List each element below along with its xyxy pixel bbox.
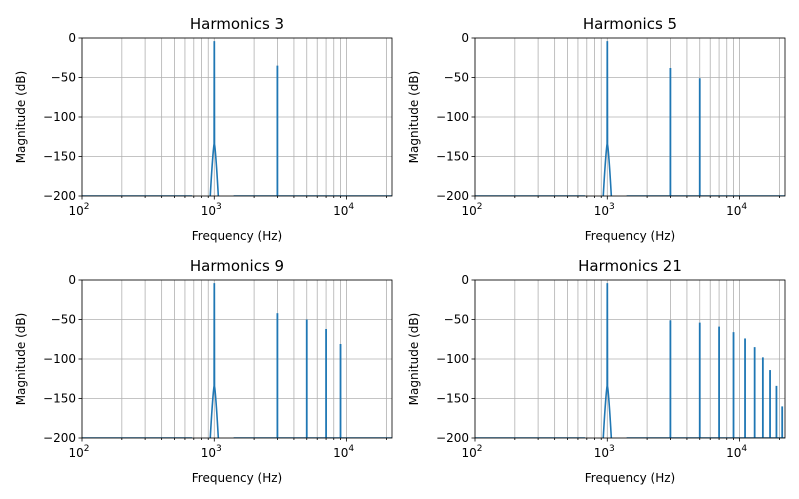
- y-tick-label: −200: [436, 431, 469, 445]
- y-tick-label: 0: [461, 273, 469, 287]
- y-tick-label: −200: [436, 189, 469, 203]
- x-tick-label: 104: [333, 202, 354, 218]
- series-line: [82, 283, 392, 438]
- x-tick-label: 104: [726, 444, 747, 460]
- fundamental-peak: [209, 283, 220, 438]
- chart-panel-1: 102 103 104 0 −50 −100 −150 −200 Harmonics 5 Freq…: [407, 15, 786, 243]
- chart-panel-2: 102 103 104 0 −50 −100 −150 −200 Harmonics 9 Freq…: [14, 257, 393, 485]
- fundamental-peak: [209, 41, 220, 196]
- x-tick-label: 102: [68, 202, 89, 218]
- x-axis-label: Frequency (Hz): [192, 471, 283, 485]
- series-line: [82, 41, 392, 196]
- y-tick-label: −150: [436, 150, 469, 164]
- x-axis-label: Frequency (Hz): [585, 471, 676, 485]
- y-tick-label: 0: [68, 273, 76, 287]
- chart-panel-3: 102 103 104 0 −50 −100 −150 −200 Harmonics 21 Fre…: [407, 257, 786, 485]
- y-tick-label: −100: [43, 352, 76, 366]
- series-line: [475, 41, 785, 196]
- x-axis-label: Frequency (Hz): [585, 229, 676, 243]
- x-tick-label: 103: [201, 444, 222, 460]
- y-tick-label: −150: [436, 392, 469, 406]
- y-tick-label: −150: [43, 392, 76, 406]
- fundamental-peak: [602, 283, 613, 438]
- y-tick-label: 0: [68, 31, 76, 45]
- x-tick-label: 104: [726, 202, 747, 218]
- x-axis-label: Frequency (Hz): [192, 229, 283, 243]
- y-tick-label: −50: [51, 71, 76, 85]
- chart-title: Harmonics 9: [190, 257, 284, 275]
- y-tick-label: −50: [444, 313, 469, 327]
- chart-panel-0: 102 103 104 0 −50 −100 −150 −200 Harmonics 3 Freq…: [14, 15, 393, 243]
- fundamental-peak: [602, 41, 613, 196]
- y-axis-label: Magnitude (dB): [407, 313, 421, 406]
- x-tick-label: 102: [461, 444, 482, 460]
- chart-title: Harmonics 3: [190, 15, 284, 33]
- y-axis-label: Magnitude (dB): [407, 71, 421, 164]
- y-tick-label: −200: [43, 431, 76, 445]
- y-tick-label: −50: [51, 313, 76, 327]
- grid: [81, 279, 392, 439]
- y-tick-label: −50: [444, 71, 469, 85]
- x-tick-label: 104: [333, 444, 354, 460]
- x-tick-label: 103: [594, 444, 615, 460]
- x-tick-label: 103: [201, 202, 222, 218]
- chart-title: Harmonics 21: [578, 257, 682, 275]
- y-tick-label: −100: [43, 110, 76, 124]
- x-tick-label: 102: [68, 444, 89, 460]
- y-tick-label: −200: [43, 189, 76, 203]
- y-tick-label: −150: [43, 150, 76, 164]
- chart-title: Harmonics 5: [583, 15, 677, 33]
- x-tick-label: 102: [461, 202, 482, 218]
- y-tick-label: −100: [436, 352, 469, 366]
- y-tick-label: 0: [461, 31, 469, 45]
- y-axis-label: Magnitude (dB): [14, 71, 28, 164]
- y-tick-label: −100: [436, 110, 469, 124]
- x-tick-label: 103: [594, 202, 615, 218]
- y-axis-label: Magnitude (dB): [14, 313, 28, 406]
- series-line: [475, 283, 785, 438]
